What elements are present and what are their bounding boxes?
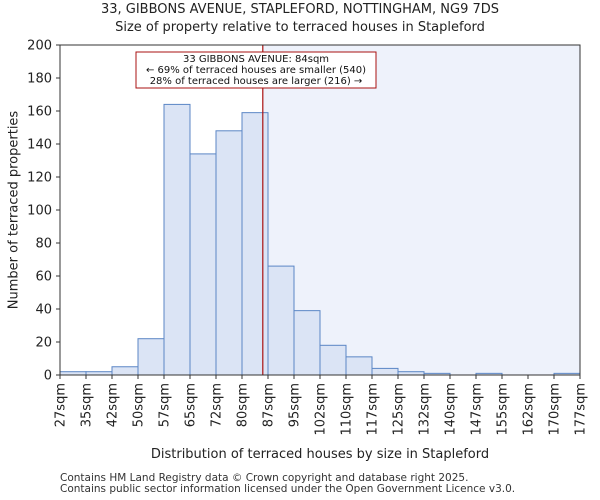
x-tick-label: 125sqm [392,383,407,436]
x-tick-label: 117sqm [366,383,381,436]
x-tick-label: 132sqm [418,383,433,436]
footer-licence: Contains public sector information licen… [60,483,516,495]
x-tick-label: 102sqm [314,383,329,436]
x-tick-label: 147sqm [470,383,485,436]
bar-117sqm [371,367,399,376]
x-tick-label: 42sqm [106,383,121,427]
y-tick-label: 200 [27,39,52,54]
x-tick-label: 170sqm [548,383,563,436]
y-axis-label: Number of terraced properties [7,111,22,310]
x-tick-label: 50sqm [132,383,147,427]
bar-95sqm [293,310,321,376]
bar-72sqm [215,130,243,376]
chart-title-line1: 33, GIBBONS AVENUE, STAPLEFORD, NOTTINGH… [100,2,500,17]
y-tick-label: 120 [27,171,52,186]
bar-50sqm [137,338,165,376]
x-tick-label: 110sqm [340,383,355,436]
x-axis-label: Distribution of terraced houses by size … [151,447,489,462]
y-tick-label: 0 [44,369,52,384]
y-tick-label: 20 [35,336,52,351]
x-tick-label: 35sqm [80,383,95,427]
bar-65sqm [189,153,217,376]
y-tick-label: 40 [35,303,52,318]
bar-87sqm [267,265,295,376]
y-tick-label: 60 [35,270,52,285]
y-tick-label: 160 [27,105,52,120]
x-tick-label: 57sqm [158,383,173,427]
x-tick-label: 80sqm [236,383,251,427]
chart-title-line2: Size of property relative to terraced ho… [115,20,485,35]
x-tick-label: 27sqm [54,383,69,427]
plot-frame [59,44,581,376]
x-tick-label: 162sqm [522,383,537,436]
annotation-title: 33 GIBBONS AVENUE: 84sqm [183,54,329,65]
x-tick-label: 95sqm [288,383,303,427]
y-tick-label: 140 [27,138,52,153]
x-tick-label: 155sqm [496,383,511,436]
footer-copyright: Contains HM Land Registry data © Crown c… [60,472,469,484]
bar-57sqm [163,103,191,376]
y-tick-label: 80 [35,237,52,252]
x-tick-label: 177sqm [574,383,589,436]
bar-110sqm [345,356,373,376]
x-tick-label: 72sqm [210,383,225,427]
annotation-larger: 28% of terraced houses are larger (216) … [150,76,363,87]
bar-42sqm [111,366,139,376]
annotation-box [135,51,377,89]
bar-80sqm [241,112,269,376]
y-tick-label: 100 [27,204,52,219]
annotation-smaller: ← 69% of terraced houses are smaller (54… [146,65,366,76]
x-tick-label: 65sqm [184,383,199,427]
x-tick-label: 87sqm [262,383,277,427]
x-tick-label: 140sqm [444,383,459,436]
bar-102sqm [319,344,347,376]
y-tick-label: 180 [27,72,52,87]
